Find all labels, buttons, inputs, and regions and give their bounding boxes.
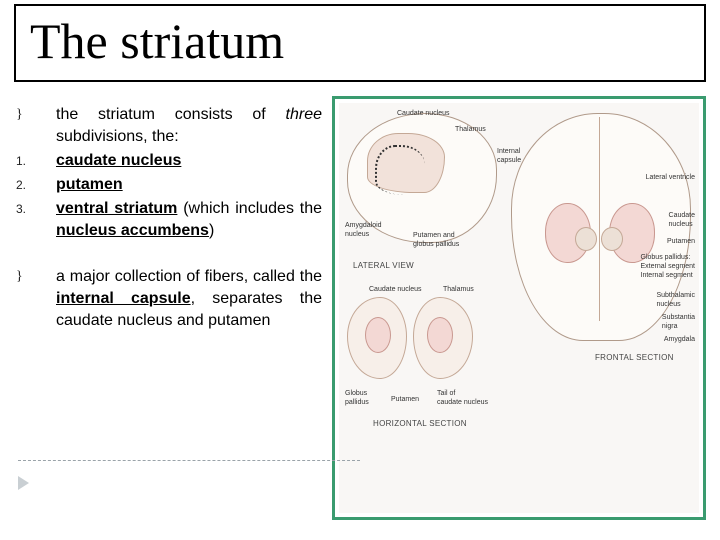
- label-caudate-r: Caudate nucleus: [669, 211, 695, 229]
- label-putamen-r: Putamen: [667, 237, 695, 246]
- numbered-item: 2.putamen: [14, 174, 322, 196]
- title-box: The striatum: [14, 4, 706, 82]
- label-lateral-ventricle: Lateral ventricle: [646, 173, 695, 182]
- label-amygdala-r: Amygdala: [664, 335, 695, 344]
- number-marker: 2.: [14, 174, 56, 196]
- footer-divider: [18, 460, 360, 461]
- label-internal-capsule: Internal capsule: [497, 147, 521, 165]
- item-text: ventral striatum (which includes the nuc…: [56, 198, 322, 242]
- dotted-arc: [375, 145, 425, 195]
- number-marker: 3.: [14, 198, 56, 242]
- number-marker: 1.: [14, 150, 56, 172]
- item-text: putamen: [56, 174, 322, 196]
- figure-inner: Caudate nucleus Thalamus Internal capsul…: [339, 103, 699, 513]
- label-caudate-bl: Caudate nucleus: [369, 285, 422, 294]
- numbered-item: 3.ventral striatum (which includes the n…: [14, 198, 322, 242]
- next-arrow-icon[interactable]: [18, 476, 29, 490]
- horiz-pink-r: [427, 317, 453, 353]
- label-globus-pallidus: Globus pallidus: External segment Intern…: [641, 253, 695, 280]
- content-row: }the striatum consists of three subdivis…: [14, 96, 706, 520]
- item-text: a major collection of fibers, called the…: [56, 266, 322, 332]
- label-putamen-bl: Putamen: [391, 395, 419, 404]
- slide-title: The striatum: [30, 12, 690, 70]
- label-substantia-nigra: Substantia nigra: [662, 313, 695, 331]
- item-text: caudate nucleus: [56, 150, 322, 172]
- frontal-midline: [599, 117, 600, 321]
- label-caudate-top: Caudate nucleus: [397, 109, 450, 118]
- panel-horizontal: HORIZONTAL SECTION: [373, 419, 467, 428]
- frontal-thalamus-r: [601, 227, 623, 251]
- numbered-item: 1.caudate nucleus: [14, 150, 322, 172]
- bullet-marker: }: [14, 266, 56, 332]
- label-tail: Tail of caudate nucleus: [437, 389, 488, 407]
- bullet-item: }a major collection of fibers, called th…: [14, 266, 322, 332]
- item-text: the striatum consists of three subdivisi…: [56, 104, 322, 148]
- panel-frontal: FRONTAL SECTION: [595, 353, 674, 362]
- label-thalamus-bl: Thalamus: [443, 285, 474, 294]
- anatomy-figure: Caudate nucleus Thalamus Internal capsul…: [332, 96, 706, 520]
- frontal-thalamus-l: [575, 227, 597, 251]
- slide: The striatum }the striatum consists of t…: [0, 0, 720, 540]
- bullet-marker: }: [14, 104, 56, 148]
- label-thalamus-top: Thalamus: [455, 125, 486, 134]
- text-column: }the striatum consists of three subdivis…: [14, 96, 332, 520]
- spacer: [14, 244, 322, 266]
- panel-lateral: LATERAL VIEW: [353, 261, 414, 270]
- figure-column: Caudate nucleus Thalamus Internal capsul…: [332, 96, 706, 520]
- bullet-item: }the striatum consists of three subdivis…: [14, 104, 322, 148]
- label-amygdaloid: Amygdaloid nucleus: [345, 221, 382, 239]
- label-subthalamic: Subthalamic nucleus: [656, 291, 695, 309]
- label-gp-bl: Globus pallidus: [345, 389, 369, 407]
- horiz-pink-l: [365, 317, 391, 353]
- bullet-list: }the striatum consists of three subdivis…: [14, 104, 322, 332]
- label-putamen-gp: Putamen and globus pallidus: [413, 231, 459, 249]
